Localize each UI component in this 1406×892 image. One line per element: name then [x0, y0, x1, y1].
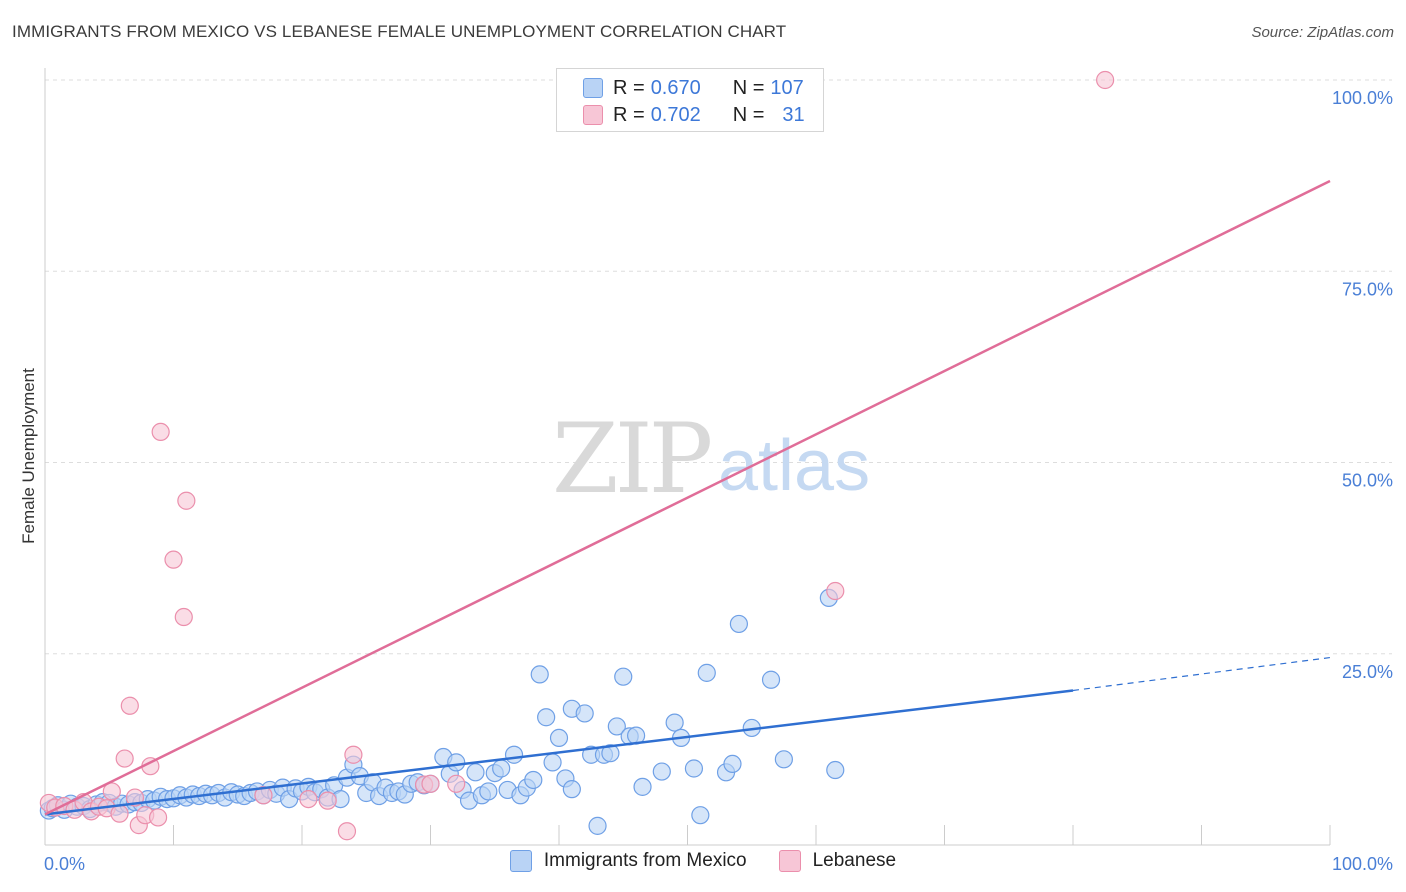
lebanese-point	[177, 491, 196, 510]
lebanese-point	[447, 774, 466, 793]
legend-swatch-pink	[583, 105, 603, 125]
lebanese-point	[337, 822, 357, 841]
series-name-lebanese: Lebanese	[812, 850, 897, 871]
mexico-point	[479, 782, 498, 801]
lebanese-point	[299, 789, 318, 809]
y-tick-label-50: 50.0%	[1342, 471, 1393, 491]
legend-r-label: R =	[613, 103, 645, 126]
watermark: ZIP atlas	[552, 403, 870, 515]
mexico-point	[665, 713, 684, 732]
mexico-point	[761, 670, 781, 689]
mexico-point	[723, 754, 742, 774]
y-tick-label-25: 25.0%	[1342, 662, 1393, 682]
chart-title: IMMIGRANTS FROM MEXICO VS LEBANESE FEMAL…	[12, 22, 787, 41]
series-legend: Immigrants from Mexico Lebanese	[0, 850, 1406, 872]
mexico-point	[549, 728, 569, 748]
legend-r-value: 0.702	[650, 103, 701, 126]
lebanese-trend-line	[44, 179, 1331, 816]
lebanese-point	[151, 422, 170, 441]
mexico-point	[774, 750, 793, 769]
mexico-point	[575, 704, 594, 723]
mexico-point	[524, 770, 543, 790]
mexico-point	[530, 665, 549, 684]
lebanese-point	[102, 782, 121, 801]
mexico-point	[652, 762, 671, 781]
y-tick-label-75: 75.0%	[1342, 279, 1393, 299]
lebanese-point	[174, 607, 193, 627]
ticks-layer: 100.0% 75.0% 50.0% 25.0% 0.0% 100.0%	[44, 88, 1393, 874]
legend-r-value: 0.670	[650, 76, 701, 99]
series-swatch-blue	[509, 850, 532, 872]
legend-row-mexico: R = 0.670 N = 107	[583, 75, 804, 101]
lebanese-point	[344, 745, 363, 764]
legend-n-value: 31	[782, 103, 805, 126]
x-tick-label-min: 0.0%	[44, 854, 85, 874]
correlation-legend: R = 0.670 N = 107 R = 0.702 N = 31	[556, 68, 824, 132]
trend-layer	[44, 179, 1331, 816]
mexico-point	[691, 806, 710, 825]
mexico-point	[543, 753, 562, 772]
watermark-atlas: atlas	[718, 426, 870, 506]
lebanese-point	[826, 581, 845, 601]
lebanese-point	[318, 791, 337, 810]
series-swatch-pink	[778, 850, 801, 872]
mexico-point	[697, 663, 716, 682]
mexico-point	[607, 717, 626, 736]
grid-layer	[45, 79, 1392, 655]
legend-row-lebanese: R = 0.702 N = 31	[583, 102, 805, 128]
mexico-point	[504, 745, 524, 764]
legend-r-label: R =	[613, 76, 645, 99]
axis-layer	[44, 68, 1331, 846]
mexico-point	[614, 667, 633, 686]
lebanese-point	[421, 774, 440, 793]
lebanese-point	[110, 804, 129, 823]
mexico-point	[601, 744, 620, 763]
lebanese-point	[1096, 70, 1115, 90]
lebanese-point	[254, 786, 273, 805]
mexico-point	[729, 614, 749, 634]
mexico-point	[826, 760, 845, 780]
mexico-point	[447, 753, 466, 772]
series-legend-mexico: Immigrants from Mexico	[509, 850, 747, 872]
mexico-point	[466, 763, 485, 782]
series-name-mexico: Immigrants from Mexico	[543, 850, 747, 871]
mexico-point	[633, 777, 652, 796]
x-tick-label-max: 100.0%	[1332, 854, 1393, 874]
mexico-trend-extension	[1072, 656, 1331, 692]
source-label: Source: ZipAtlas.com	[1251, 24, 1394, 41]
mexico-point	[492, 759, 511, 778]
lebanese-point	[148, 808, 168, 827]
y-axis-label: Female Unemployment	[19, 368, 38, 544]
mexico-point	[684, 759, 704, 778]
legend-swatch-blue	[583, 78, 603, 98]
lebanese-point	[115, 749, 134, 768]
lebanese-point	[164, 550, 183, 569]
mexico-point	[588, 816, 607, 835]
series-legend-lebanese: Lebanese	[778, 850, 897, 872]
mexico-trend-line	[44, 689, 1074, 816]
legend-n-label: N =	[732, 103, 765, 126]
mexico-point	[537, 708, 556, 727]
lebanese-point	[120, 696, 139, 715]
legend-n-label: N =	[732, 76, 765, 99]
y-tick-label-100: 100.0%	[1332, 88, 1393, 108]
mexico-point	[562, 780, 581, 799]
legend-n-value: 107	[770, 76, 804, 99]
